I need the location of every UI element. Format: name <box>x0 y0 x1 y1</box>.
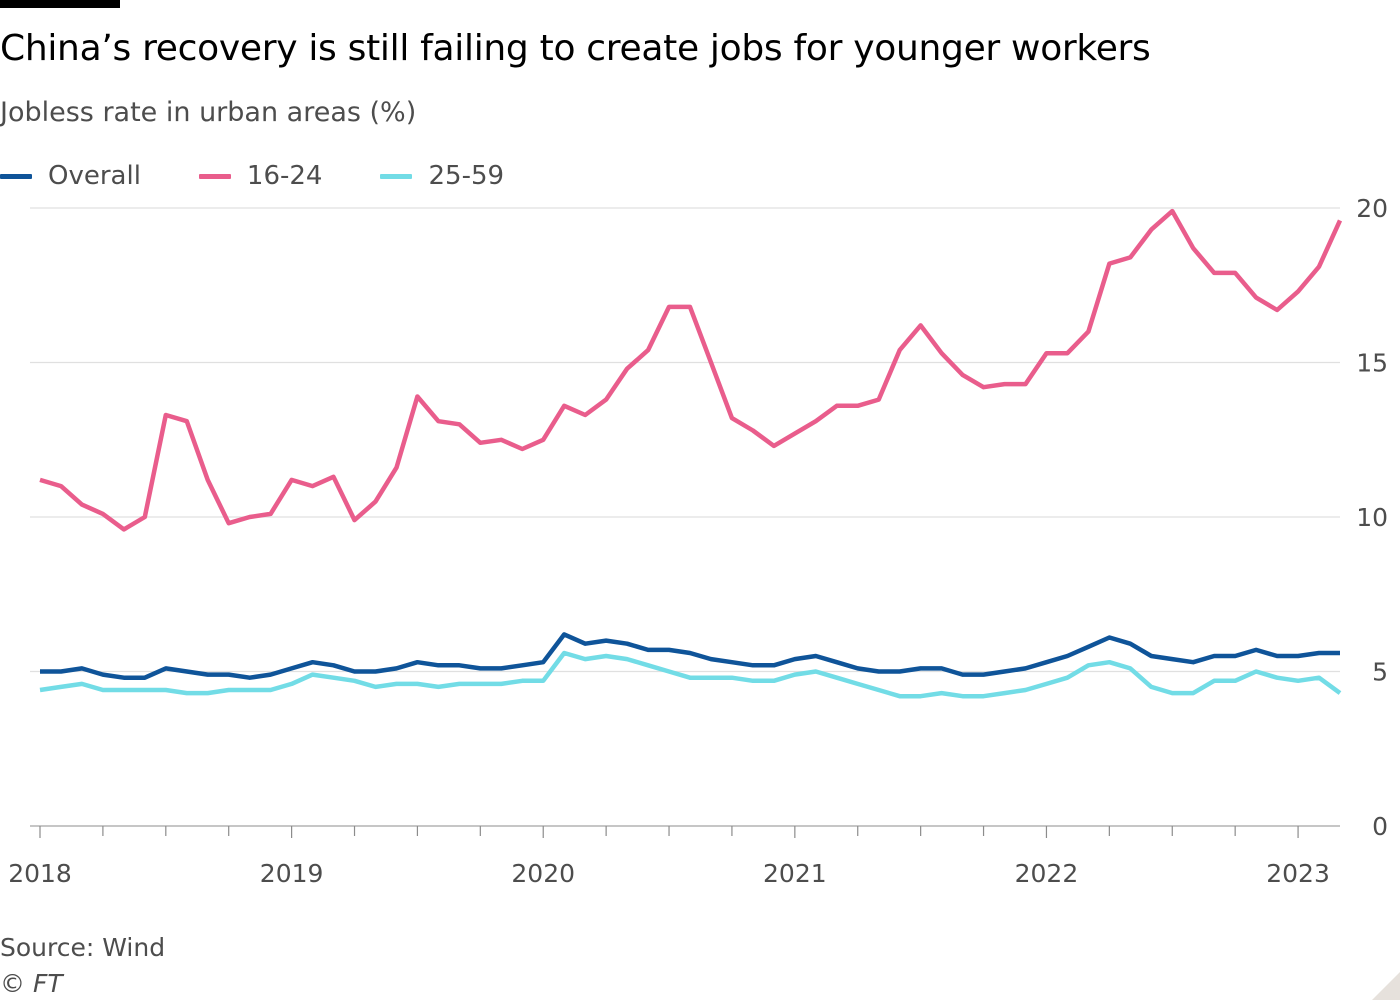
legend-swatch-16-24 <box>198 173 231 179</box>
legend: Overall 16-24 25-59 <box>0 158 562 194</box>
legend-item-overall: Overall <box>0 161 141 191</box>
y-tick-label: 15 <box>1356 349 1388 378</box>
x-tick-label: 2023 <box>1266 859 1330 888</box>
legend-item-25-59: 25-59 <box>380 161 504 191</box>
y-tick-label: 20 <box>1356 194 1388 223</box>
legend-swatch-overall <box>0 173 32 179</box>
x-tick-label: 2019 <box>260 859 324 888</box>
series-line-25-59 <box>39 650 1342 699</box>
brand-bar <box>0 0 120 8</box>
y-tick-label: 10 <box>1356 503 1388 532</box>
y-tick-label: 0 <box>1372 812 1388 841</box>
chart-title: China’s recovery is still failing to cre… <box>0 28 1151 69</box>
x-tick-label: 2021 <box>763 859 827 888</box>
chart-subtitle: Jobless rate in urban areas (%) <box>0 97 417 128</box>
legend-item-16-24: 16-24 <box>198 161 323 191</box>
x-tick-label: 2020 <box>511 859 575 888</box>
x-tick-label: 2018 <box>8 859 72 888</box>
source-note: Source: Wind <box>0 933 166 962</box>
series-line-overall <box>40 632 1340 680</box>
legend-label-overall: Overall <box>48 161 141 191</box>
legend-swatch-25-59 <box>380 173 413 179</box>
line-chart: 0 5 10 15 20 2018 2019 2020 2021 2022 2023 <box>8 194 1388 888</box>
page-corner <box>1372 972 1400 1000</box>
legend-label-25-59: 25-59 <box>428 161 505 191</box>
legend-label-16-24: 16-24 <box>246 161 323 191</box>
x-tick-label: 2022 <box>1015 859 1079 888</box>
y-tick-label: 5 <box>1372 658 1388 687</box>
copyright-credit: © FT <box>0 969 63 998</box>
series-line-16-24 <box>39 208 1343 532</box>
